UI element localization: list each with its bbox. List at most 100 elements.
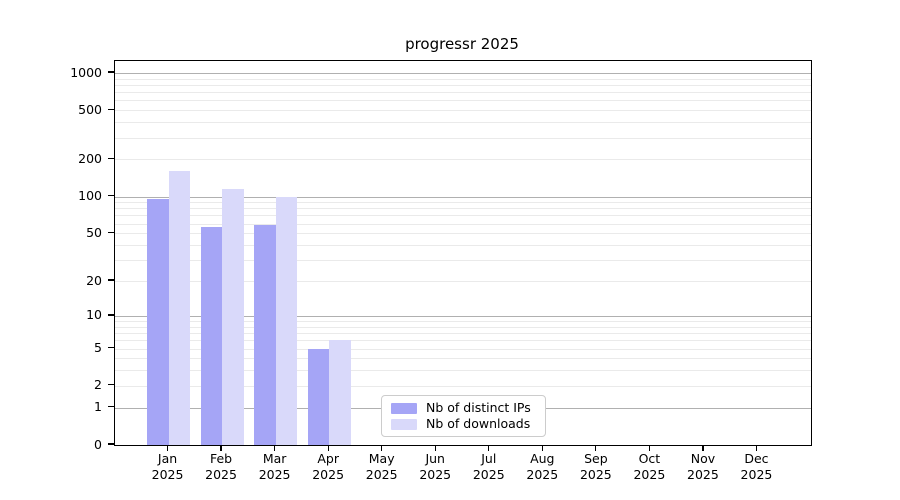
y-tick-label-500: 500: [78, 101, 102, 117]
x-tick-label-oct: Oct 2025: [614, 451, 684, 483]
x-tick-month-jun: Jun: [425, 451, 445, 466]
gridline-minor-600: [115, 100, 811, 102]
x-tick-month-aug: Aug: [530, 451, 555, 466]
x-tick-label-apr: Apr 2025: [293, 451, 363, 483]
x-tick-month-oct: Oct: [638, 451, 661, 466]
y-tick-mark-200: [108, 157, 114, 160]
x-tick-label-dec: Dec 2025: [721, 451, 791, 483]
gridline-minor-8: [115, 326, 811, 328]
y-tick-mark-20: [108, 279, 114, 281]
gridline-minor-800: [115, 85, 811, 86]
x-tick-label-feb: Feb 2025: [186, 451, 256, 483]
y-tick-label-200: 200: [78, 150, 102, 166]
bar-apr-nb-of-downloads: [329, 340, 351, 445]
x-tick-month-feb: Feb: [209, 451, 233, 466]
y-tick-label-20: 20: [86, 272, 102, 288]
bar-apr-nb-of-distinct-ips: [307, 348, 330, 445]
y-tick-label-1000: 1000: [70, 64, 102, 80]
gridline-minor-900: [115, 78, 811, 80]
gridline-minor-60: [115, 223, 811, 225]
x-tick-mark-jun: [434, 445, 436, 451]
legend-swatch-distinct-ips: [391, 402, 417, 414]
y-tick-mark-2: [108, 384, 114, 386]
gridline-minor-500: [115, 110, 811, 112]
gridline-minor-2: [115, 385, 811, 387]
x-tick-year-sep: 2025: [579, 467, 612, 482]
gridline-major-1000: [115, 73, 811, 74]
y-tick-mark-0: [108, 443, 114, 445]
gridline-minor-40: [115, 245, 811, 247]
gridline-minor-9: [115, 321, 811, 323]
gridline-minor-80: [115, 208, 811, 210]
x-tick-mark-sep: [595, 445, 597, 451]
x-tick-year-may: 2025: [365, 467, 398, 482]
x-tick-year-dec: 2025: [740, 467, 773, 482]
bar-mar-nb-of-distinct-ips: [254, 225, 276, 445]
gridline-minor-50: [115, 233, 811, 235]
x-tick-mark-dec: [755, 445, 758, 451]
x-tick-month-sep: Sep: [584, 451, 608, 466]
y-tick-label-100: 100: [78, 188, 102, 203]
x-tick-month-nov: Nov: [690, 451, 716, 466]
gridline-major-10: [115, 315, 811, 317]
x-tick-month-apr: Apr: [317, 451, 339, 466]
bar-jan-nb-of-distinct-ips: [147, 199, 169, 445]
y-tick-label-5: 5: [94, 340, 102, 356]
gridline-major-100: [115, 196, 811, 198]
x-tick-mark-nov: [702, 445, 704, 451]
x-tick-year-jun: 2025: [419, 467, 452, 482]
bar-jan-nb-of-downloads: [168, 171, 191, 445]
x-tick-year-jul: 2025: [472, 467, 505, 482]
x-tick-label-sep: Sep 2025: [561, 451, 631, 483]
plot-area: Nb of distinct IPs Nb of downloads: [114, 60, 812, 446]
x-tick-label-jan: Jan 2025: [133, 451, 203, 483]
bar-feb-nb-of-downloads: [222, 189, 244, 445]
x-tick-mark-may: [381, 445, 383, 451]
bar-mar-nb-of-downloads: [275, 196, 298, 445]
gridline-minor-4: [115, 358, 811, 360]
legend-item-distinct-ips: Nb of distinct IPs: [391, 400, 537, 416]
gridline-minor-400: [115, 122, 811, 124]
y-tick-label-10: 10: [86, 307, 102, 323]
y-tick-mark-5: [108, 346, 114, 349]
y-tick-label-1: 1: [94, 399, 102, 415]
x-tick-year-mar: 2025: [258, 467, 291, 482]
y-tick-mark-10: [108, 314, 114, 316]
gridline-minor-6: [115, 340, 811, 342]
x-tick-mark-mar: [273, 445, 276, 451]
x-tick-label-nov: Nov 2025: [668, 451, 738, 483]
gridline-minor-30: [115, 260, 811, 262]
x-tick-year-feb: 2025: [205, 467, 237, 482]
x-tick-year-aug: 2025: [526, 467, 559, 482]
x-tick-year-oct: 2025: [633, 467, 666, 482]
x-tick-year-apr: 2025: [312, 467, 345, 482]
x-tick-mark-jul: [488, 445, 490, 451]
gridline-minor-7: [115, 333, 811, 335]
bar-feb-nb-of-distinct-ips: [200, 227, 223, 445]
legend-box: Nb of distinct IPs Nb of downloads: [381, 395, 546, 437]
y-tick-mark-1: [108, 406, 114, 408]
x-tick-month-jan: Jan: [157, 451, 178, 466]
gridline-minor-90: [115, 202, 811, 204]
y-tick-label-0: 0: [94, 436, 102, 452]
gridline-minor-20: [115, 281, 811, 283]
y-tick-mark-500: [108, 108, 114, 110]
y-tick-mark-1000: [108, 71, 114, 73]
legend-item-downloads: Nb of downloads: [391, 416, 537, 432]
x-tick-mark-aug: [541, 445, 543, 451]
x-tick-label-jun: Jun 2025: [400, 451, 470, 483]
x-tick-month-jul: Jul: [481, 451, 497, 466]
gridline-minor-70: [115, 215, 811, 217]
x-tick-mark-jan: [166, 445, 169, 451]
gridline-minor-3: [115, 370, 811, 372]
legend-swatch-downloads: [391, 418, 417, 430]
gridline-minor-300: [115, 137, 811, 139]
x-tick-year-nov: 2025: [687, 467, 719, 482]
chart-title: progressr 2025: [405, 35, 519, 53]
gridline-minor-200: [115, 159, 811, 161]
x-tick-mark-feb: [220, 445, 222, 451]
x-tick-year-jan: 2025: [151, 467, 184, 482]
x-tick-mark-apr: [327, 445, 329, 451]
x-tick-label-jul: Jul 2025: [454, 451, 524, 483]
